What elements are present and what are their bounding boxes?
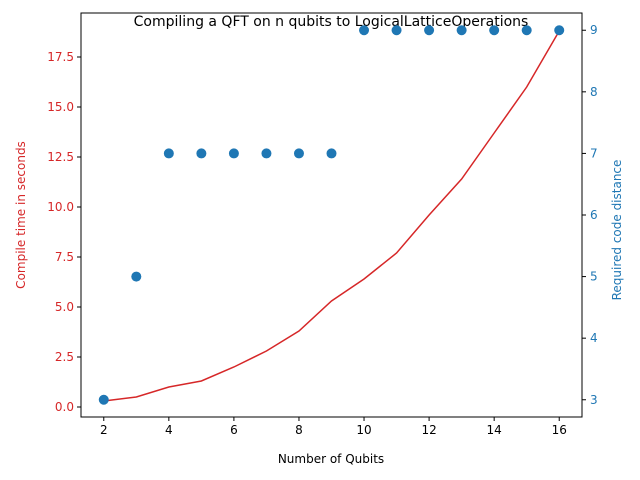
x-axis-label: Number of Qubits [278,452,384,466]
x-tick-label: 16 [552,423,567,437]
left-y-axis-label: Compile time in seconds [14,141,28,289]
code-distance-point [131,271,142,282]
right-y-tick-label: 3 [590,393,598,407]
code-distance-point [293,148,304,159]
code-distance-point [261,148,272,159]
series-layer [98,25,565,405]
code-distance-point [391,25,402,36]
left-y-tick-label: 2.5 [55,350,74,364]
left-y-tick-label: 5.0 [55,300,74,314]
code-distance-point [163,148,174,159]
code-distance-point [196,148,207,159]
x-tick-label: 8 [295,423,303,437]
right-y-tick-label: 4 [590,331,598,345]
right-y-tick-label: 7 [590,146,598,160]
x-tick-label: 4 [165,423,173,437]
code-distance-point [554,25,565,36]
left-y-tick-label: 12.5 [47,150,74,164]
code-distance-point [521,25,532,36]
x-tick-label: 10 [356,423,371,437]
left-y-tick-label: 17.5 [47,50,74,64]
left-y-tick-label: 0.0 [55,400,74,414]
code-distance-point [228,148,239,159]
x-tick-label: 6 [230,423,238,437]
code-distance-point [326,148,337,159]
x-tick-label: 2 [100,423,108,437]
plot-frame [80,12,583,418]
left-y-tick-label: 7.5 [55,250,74,264]
x-tick-label: 12 [421,423,436,437]
right-y-tick-label: 5 [590,270,598,284]
code-distance-point [489,25,500,36]
left-y-axis: 0.0 2.5 5.0 7.5 10.0 12.5 15.0 17.5 [47,50,81,414]
right-y-axis: 3 4 5 6 7 8 9 [582,23,598,407]
code-distance-point [98,394,109,405]
right-y-tick-label: 8 [590,85,598,99]
x-axis: 2 4 6 8 10 12 14 16 [100,417,567,437]
code-distance-point [456,25,467,36]
left-y-tick-label: 10.0 [47,200,74,214]
left-y-tick-label: 15.0 [47,100,74,114]
right-y-tick-label: 6 [590,208,598,222]
right-y-tick-label: 9 [590,23,598,37]
x-tick-label: 14 [487,423,502,437]
code-distance-point [359,25,370,36]
right-y-axis-label: Required code distance [610,160,624,301]
code-distance-point [424,25,435,36]
compile-time-line [103,30,560,402]
chart-title: Compiling a QFT on n qubits to LogicalLa… [134,14,529,30]
